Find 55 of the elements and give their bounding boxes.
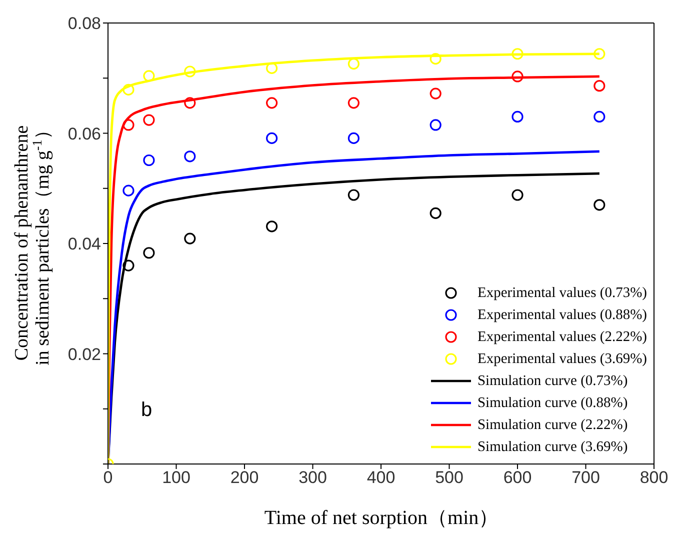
point <box>143 154 155 166</box>
y-tick-label: 0.06 <box>68 124 101 144</box>
x-tick-label: 0 <box>103 468 113 488</box>
point <box>266 97 278 109</box>
legend-label: Experimental values (3.69%) <box>477 350 647 368</box>
point <box>594 48 606 60</box>
point <box>430 88 442 100</box>
point <box>512 189 524 201</box>
point <box>122 84 134 96</box>
x-tick-label: 400 <box>366 468 396 488</box>
point <box>266 132 278 144</box>
point <box>143 114 155 126</box>
point <box>430 53 442 65</box>
point <box>348 189 360 201</box>
point <box>594 199 606 211</box>
x-tick-label: 200 <box>230 468 259 488</box>
x-tick-label: 500 <box>435 468 464 488</box>
legend-label: Experimental values (0.73%) <box>477 284 647 302</box>
legend-label: Experimental values (2.22%) <box>477 328 647 346</box>
point <box>184 150 196 162</box>
point <box>430 207 442 219</box>
point <box>594 110 606 123</box>
point <box>512 48 524 60</box>
y-tick-label: 0.04 <box>68 234 101 254</box>
legend-label: Simulation curve (0.73%) <box>477 372 628 390</box>
point <box>143 70 155 82</box>
point <box>122 260 134 272</box>
x-axis-title: Time of net sorption（min） <box>264 507 499 529</box>
x-tick-label: 700 <box>572 468 600 488</box>
x-tick-label: 600 <box>503 468 532 488</box>
point <box>122 184 134 196</box>
x-tick-label: 100 <box>162 468 190 488</box>
point <box>143 247 155 259</box>
point <box>430 119 442 131</box>
point <box>594 80 606 92</box>
point <box>266 220 278 232</box>
point <box>184 66 196 78</box>
point <box>348 58 360 70</box>
point <box>122 119 134 131</box>
legend-label: Simulation curve (3.69%) <box>477 438 628 456</box>
x-tick-label: 800 <box>640 468 668 488</box>
legend-label: Experimental values (0.88%) <box>477 306 647 324</box>
x-tick-label: 300 <box>298 468 327 488</box>
point <box>512 110 524 123</box>
y-tick-label: 0.08 <box>68 14 101 34</box>
annotation: b <box>141 399 152 421</box>
point <box>348 132 360 144</box>
point <box>512 70 524 82</box>
point <box>266 62 278 74</box>
point <box>348 97 360 109</box>
y-tick-label: 0.02 <box>68 344 101 364</box>
legend-label: Simulation curve (2.22%) <box>477 416 628 434</box>
point <box>184 97 196 109</box>
legend-label: Simulation curve (0.88%) <box>477 394 628 412</box>
point <box>184 232 196 244</box>
